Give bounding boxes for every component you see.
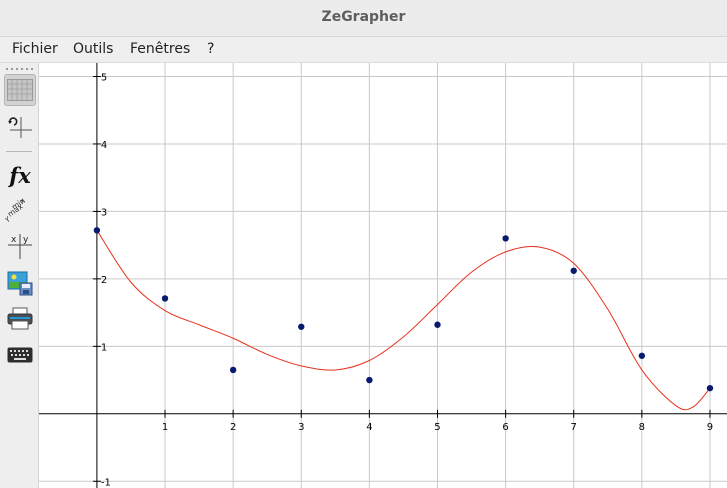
window-range-button[interactable]: x min max Y — [4, 195, 36, 227]
menu-outils[interactable]: Outils — [73, 41, 114, 57]
title-bar: ZeGrapher — [0, 0, 727, 37]
y-tick-label: 4 — [101, 140, 107, 151]
keyboard-button[interactable] — [4, 339, 36, 371]
axes-reset-button[interactable] — [4, 111, 36, 143]
grid-button[interactable] — [4, 74, 36, 106]
grid-icon — [7, 79, 33, 101]
menu-bar: Fichier Outils Fenêtres ? — [0, 37, 727, 63]
x-tick-label: 4 — [366, 422, 372, 433]
x-tick-label: 8 — [639, 422, 645, 433]
x-tick-label: 3 — [298, 422, 304, 433]
print-icon — [7, 307, 33, 330]
functions-button[interactable]: fx — [4, 159, 36, 191]
y-tick-label: 2 — [101, 275, 107, 286]
table-x-label: x — [11, 235, 17, 245]
x-tick-label: 9 — [707, 422, 713, 433]
keyboard-icon — [7, 347, 33, 363]
curve-layer — [96, 230, 711, 411]
data-point — [638, 352, 646, 359]
menu-fichier[interactable]: Fichier — [12, 41, 58, 57]
svg-text:Y: Y — [5, 214, 12, 225]
xy-min-max-icon: x min max Y — [5, 196, 27, 225]
data-point — [366, 376, 373, 384]
x-tick-label: 7 — [571, 422, 577, 433]
xy-table-icon: x y — [8, 234, 32, 259]
toolbar-separator — [6, 151, 32, 152]
x-tick-label: 5 — [434, 422, 440, 433]
menu-help[interactable]: ? — [207, 41, 215, 57]
x-tick-label: 1 — [162, 422, 168, 433]
y-tick-label: 5 — [101, 72, 107, 83]
fx-icon: fx — [9, 162, 31, 188]
data-point — [298, 323, 305, 330]
y-tick-label: 3 — [101, 207, 107, 218]
data-point — [502, 235, 509, 242]
data-point — [570, 267, 577, 274]
axes-reset-icon — [8, 117, 32, 138]
grid — [39, 63, 727, 488]
points-layer — [93, 227, 714, 392]
save-image-icon — [7, 271, 33, 296]
window-title: ZeGrapher — [321, 9, 406, 25]
data-point — [229, 366, 237, 374]
data-point — [93, 227, 101, 234]
data-point — [706, 384, 714, 392]
y-tick-label: -1 — [101, 477, 111, 488]
x-tick-label: 2 — [230, 422, 236, 433]
toolbar-handle[interactable] — [6, 68, 34, 71]
x-tick-label: 6 — [502, 422, 508, 433]
y-tick-label: 1 — [101, 342, 107, 353]
regression-curve — [96, 230, 711, 411]
values-table-button[interactable]: x y — [4, 230, 36, 262]
table-y-label: y — [23, 235, 29, 245]
axes: 1 2 3 4 5 6 7 8 9 -1 1 2 3 4 5 — [39, 63, 727, 488]
svg-text:x: x — [18, 196, 27, 206]
print-button[interactable] — [4, 303, 36, 335]
menu-fenetres[interactable]: Fenêtres — [130, 41, 191, 57]
graph-area[interactable]: 1 2 3 4 5 6 7 8 9 -1 1 2 3 4 5 — [39, 63, 727, 488]
data-point — [161, 295, 169, 302]
left-toolbar: fx x min max Y x y — [0, 63, 39, 488]
export-image-button[interactable] — [4, 267, 36, 299]
data-point — [434, 321, 441, 328]
